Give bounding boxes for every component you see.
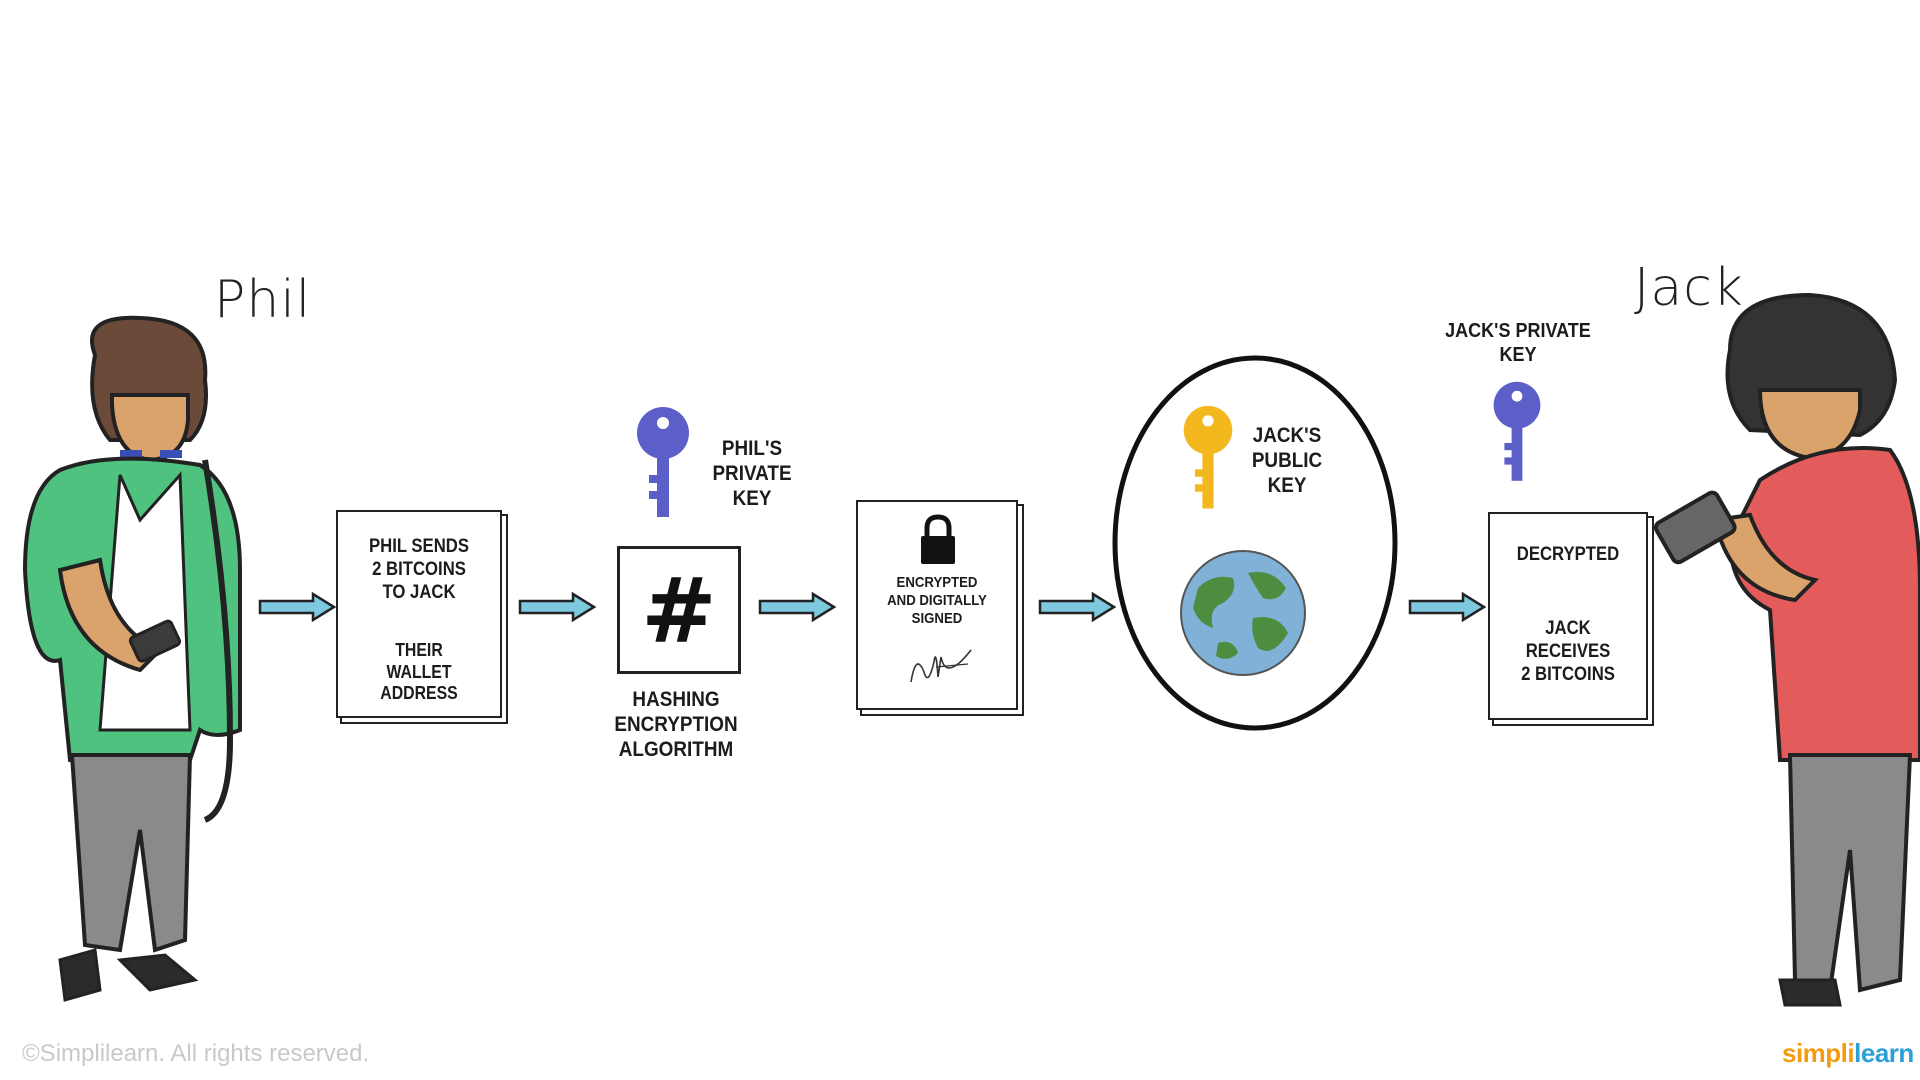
- hashing-label: HASHING ENCRYPTION ALGORITHM: [614, 688, 738, 761]
- encrypted-note: ENCRYPTED AND DIGITALLY SIGNED: [856, 500, 1018, 710]
- logo-part-a: simpl: [1782, 1038, 1848, 1068]
- network-circle: [1112, 355, 1398, 731]
- padlock-icon: [921, 514, 955, 564]
- decrypted-note-line1: DECRYPTED: [1516, 544, 1620, 565]
- transaction-note-line2: THEIR WALLET ADDRESS: [380, 640, 458, 704]
- hash-symbol: #: [641, 559, 717, 664]
- signature-scribble-icon: [910, 649, 972, 683]
- jack-public-key-label: JACK'S PUBLIC KEY: [1251, 424, 1323, 497]
- jack-private-key-label: JACK'S PRIVATE KEY: [1445, 320, 1591, 366]
- globe-icon: [1180, 550, 1306, 676]
- jack-private-key-icon: [1493, 381, 1541, 481]
- simplilearn-logo: simplilearn: [1782, 1038, 1914, 1069]
- jack-public-key-icon: [1183, 405, 1233, 509]
- transaction-note-line1: PHIL SENDS 2 BITCOINS TO JACK: [368, 536, 470, 603]
- flow-arrow-2: [518, 592, 597, 622]
- phil-person-illustration: [22, 315, 242, 1002]
- logo-part-b: i: [1847, 1038, 1855, 1068]
- flow-arrow-1: [258, 592, 337, 622]
- phil-private-key-label: PHIL'S PRIVATE KEY: [712, 437, 792, 510]
- flow-arrow-5: [1408, 592, 1487, 622]
- logo-part-c: learn: [1854, 1038, 1914, 1068]
- sender-name: Phil: [214, 270, 312, 330]
- phil-private-key-icon: [637, 407, 689, 517]
- decrypted-note: DECRYPTED JACK RECEIVES 2 BITCOINS: [1488, 512, 1648, 720]
- copyright-text: ©Simplilearn. All rights reserved.: [22, 1040, 370, 1067]
- flow-arrow-4: [1038, 592, 1117, 622]
- transaction-note: PHIL SENDS 2 BITCOINS TO JACK THEIR WALL…: [336, 510, 502, 718]
- flow-arrow-3: [758, 592, 837, 622]
- receiver-name: Jack: [1634, 258, 1744, 318]
- jack-person-illustration: [1653, 292, 1920, 1007]
- hashing-box: #: [617, 546, 741, 674]
- encrypted-note-label: ENCRYPTED AND DIGITALLY SIGNED: [887, 574, 987, 627]
- decrypted-note-line2: JACK RECEIVES 2 BITCOINS: [1521, 618, 1615, 685]
